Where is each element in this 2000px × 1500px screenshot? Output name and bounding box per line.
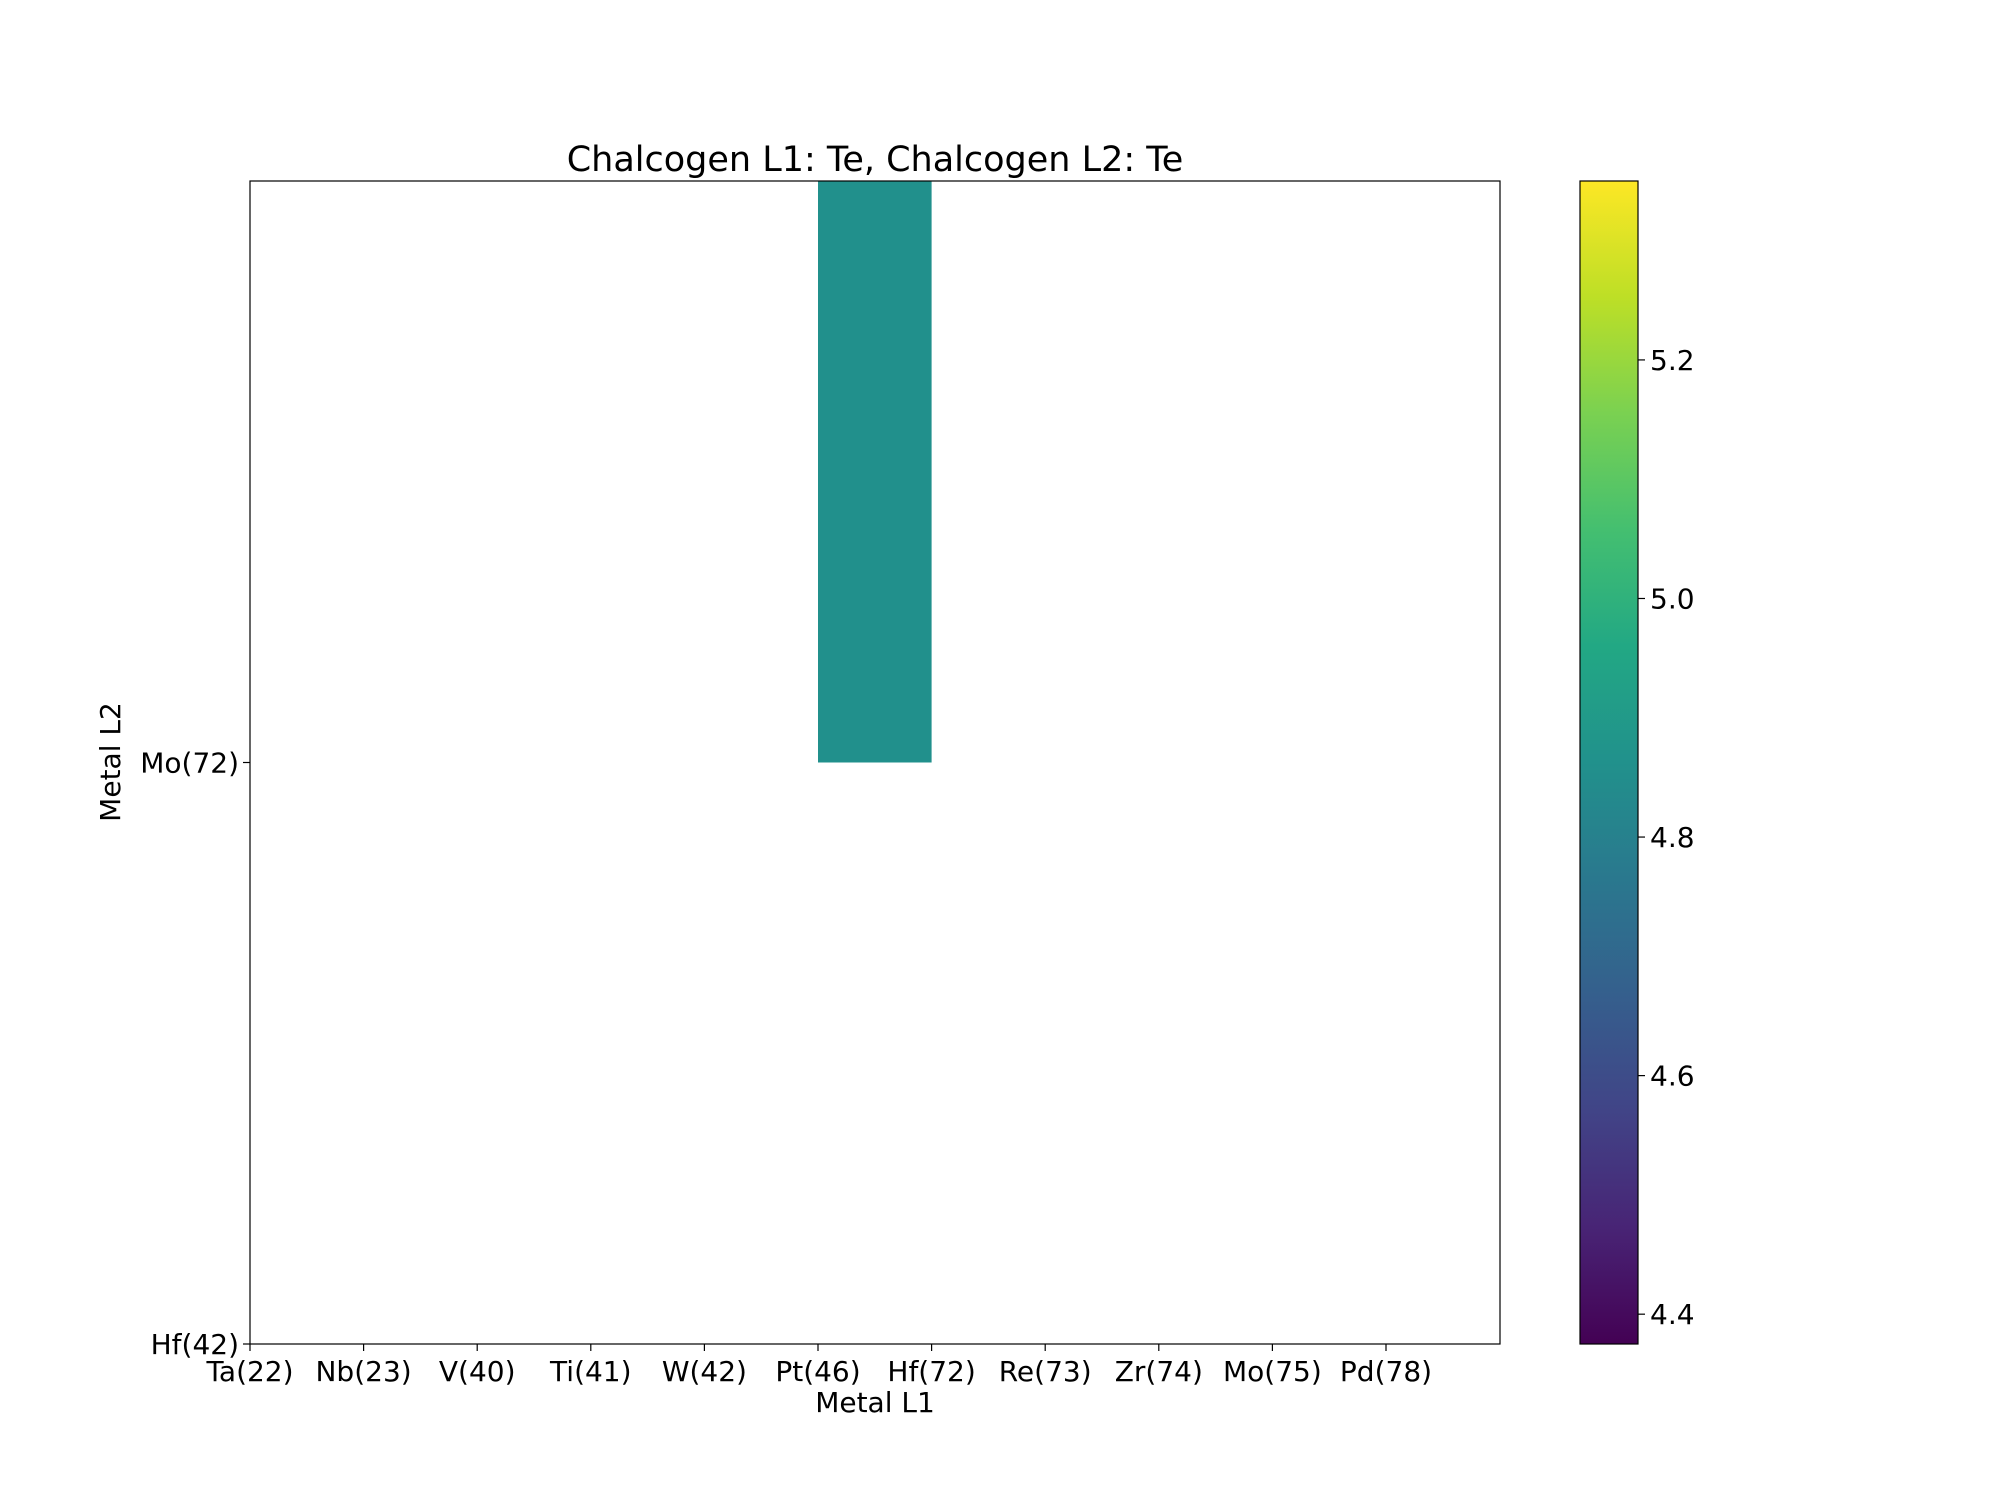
colorbar-tick-label: 4.4: [1650, 1298, 1695, 1331]
x-tick-label: Hf(72): [887, 1355, 975, 1388]
x-tick-label: Pd(78): [1340, 1355, 1432, 1388]
y-tick-label: Mo(72): [140, 747, 239, 780]
colorbar-tick-label: 4.6: [1650, 1060, 1695, 1093]
colorbar-tick-label: 4.8: [1650, 821, 1695, 854]
x-tick-label: Ti(41): [549, 1355, 632, 1388]
x-tick-label: Ta(22): [205, 1355, 293, 1388]
chart-title: Chalcogen L1: Te, Chalcogen L2: Te: [567, 140, 1184, 180]
x-tick-label: Zr(74): [1115, 1355, 1203, 1388]
colorbar-axis: 4.4 4.6 4.8 5.0 5.2: [1638, 344, 1695, 1331]
colorbar-tick-label: 5.0: [1650, 582, 1695, 615]
heatmap-cell: [818, 181, 932, 763]
x-tick-label: Re(73): [999, 1355, 1092, 1388]
colorbar: [1579, 180, 1639, 1345]
x-axis: Ta(22) Nb(23) V(40) Ti(41) W(42) Pt(46) Hf(72)…: [205, 1344, 1432, 1388]
x-tick-label: V(40): [439, 1355, 516, 1388]
colorbar-tick-label: 5.2: [1650, 344, 1695, 377]
x-tick-label: Pt(46): [775, 1355, 860, 1388]
y-axis-label: Metal L2: [94, 702, 127, 822]
x-tick-label: Nb(23): [315, 1355, 411, 1388]
x-tick-label: W(42): [662, 1355, 747, 1388]
y-tick-label: Hf(42): [151, 1328, 239, 1361]
y-axis: Hf(42) Mo(72): [140, 747, 250, 1361]
heatmap-cells: [818, 181, 932, 763]
x-axis-label: Metal L1: [815, 1386, 935, 1419]
x-tick-label: Mo(75): [1223, 1355, 1322, 1388]
